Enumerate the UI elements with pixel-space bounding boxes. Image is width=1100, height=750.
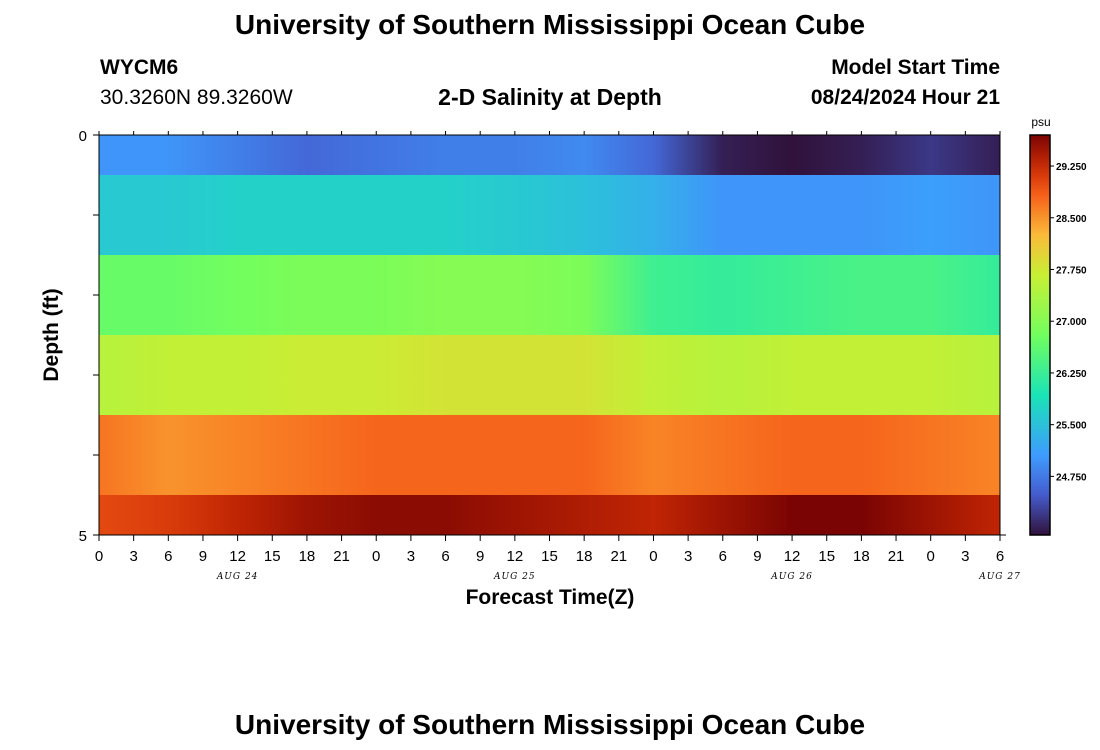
salinity-layer-2 <box>99 255 1000 335</box>
salinity-layer-0 <box>99 135 1000 175</box>
x-tick-label: 6 <box>719 548 727 565</box>
x-tick-label: 21 <box>333 548 350 565</box>
x-axis: 0 3 6 9 12 15 18 21 0 3 6 9 12 15 18 21 0 3 6 9 12 15 18 21 0 3 6 A… <box>95 131 1021 582</box>
x-tick-label: 6 <box>441 548 449 565</box>
x-day-label: AUG 25 <box>493 572 536 582</box>
x-tick-label: 12 <box>229 548 246 565</box>
y-axis-label: Depth (ft) <box>40 288 63 381</box>
x-tick-label: 9 <box>199 548 207 565</box>
x-tick-label: 3 <box>961 548 969 565</box>
x-tick-label: 15 <box>818 548 835 565</box>
station-id: WYCM6 <box>100 56 179 79</box>
x-tick-label: 6 <box>164 548 172 565</box>
station-coordinates: 30.3260N 89.3260W <box>100 86 293 109</box>
x-tick-label: 21 <box>610 548 627 565</box>
x-axis-label: Forecast Time(Z) <box>466 586 635 609</box>
model-start-label: Model Start Time <box>831 56 1000 79</box>
x-tick-label: 3 <box>407 548 415 565</box>
colorbar-ramp <box>1029 134 1051 536</box>
x-tick-label: 21 <box>888 548 905 565</box>
x-tick-label: 18 <box>576 548 593 565</box>
x-tick-label: 12 <box>784 548 801 565</box>
y-axis: 05 <box>79 128 99 545</box>
x-tick-label: 18 <box>299 548 316 565</box>
x-tick-label: 9 <box>753 548 761 565</box>
x-tick-label: 15 <box>541 548 558 565</box>
x-tick-label: 0 <box>372 548 380 565</box>
salinity-layer-3 <box>99 335 1000 415</box>
colorbar-tick-label: 26.250 <box>1056 369 1087 380</box>
colorbar-tick-label: 27.750 <box>1056 265 1087 276</box>
x-tick-label: 3 <box>684 548 692 565</box>
x-tick-label: 12 <box>507 548 524 565</box>
x-day-label: AUG 26 <box>770 572 813 582</box>
salinity-layer-4 <box>99 415 1000 495</box>
heatmap-layers <box>99 135 1000 535</box>
x-tick-label: 9 <box>476 548 484 565</box>
x-day-label: AUG 27 <box>978 572 1021 582</box>
x-day-label: AUG 24 <box>216 572 259 582</box>
x-tick-label: 15 <box>264 548 281 565</box>
footer-title: University of Southern Mississippi Ocean… <box>234 709 866 740</box>
x-tick-label: 6 <box>996 548 1004 565</box>
x-tick-label: 0 <box>927 548 935 565</box>
colorbar-tick-label: 24.750 <box>1056 472 1087 483</box>
x-tick-label: 0 <box>95 548 103 565</box>
colorbar: 29.250 28.500 27.750 27.000 26.250 25.500 24.7… <box>1029 134 1087 536</box>
x-tick-label: 18 <box>853 548 870 565</box>
y-tick-label: 0 <box>79 128 87 145</box>
colorbar-tick-label: 25.500 <box>1056 421 1087 432</box>
page-title: University of Southern Mississippi Ocean… <box>234 9 866 40</box>
y-tick-label: 5 <box>79 528 87 545</box>
colorbar-tick-label: 27.000 <box>1056 317 1087 328</box>
salinity-layer-1 <box>99 175 1000 255</box>
colorbar-tick-label: 28.500 <box>1056 214 1087 225</box>
salinity-layer-5 <box>99 495 1000 535</box>
x-tick-label: 0 <box>649 548 657 565</box>
model-start-value: 08/24/2024 Hour 21 <box>810 86 1000 109</box>
chart-subtitle: 2-D Salinity at Depth <box>438 84 662 110</box>
x-tick-label: 3 <box>129 548 137 565</box>
colorbar-tick-label: 29.250 <box>1056 162 1087 173</box>
colorbar-unit: psu <box>1031 115 1050 129</box>
